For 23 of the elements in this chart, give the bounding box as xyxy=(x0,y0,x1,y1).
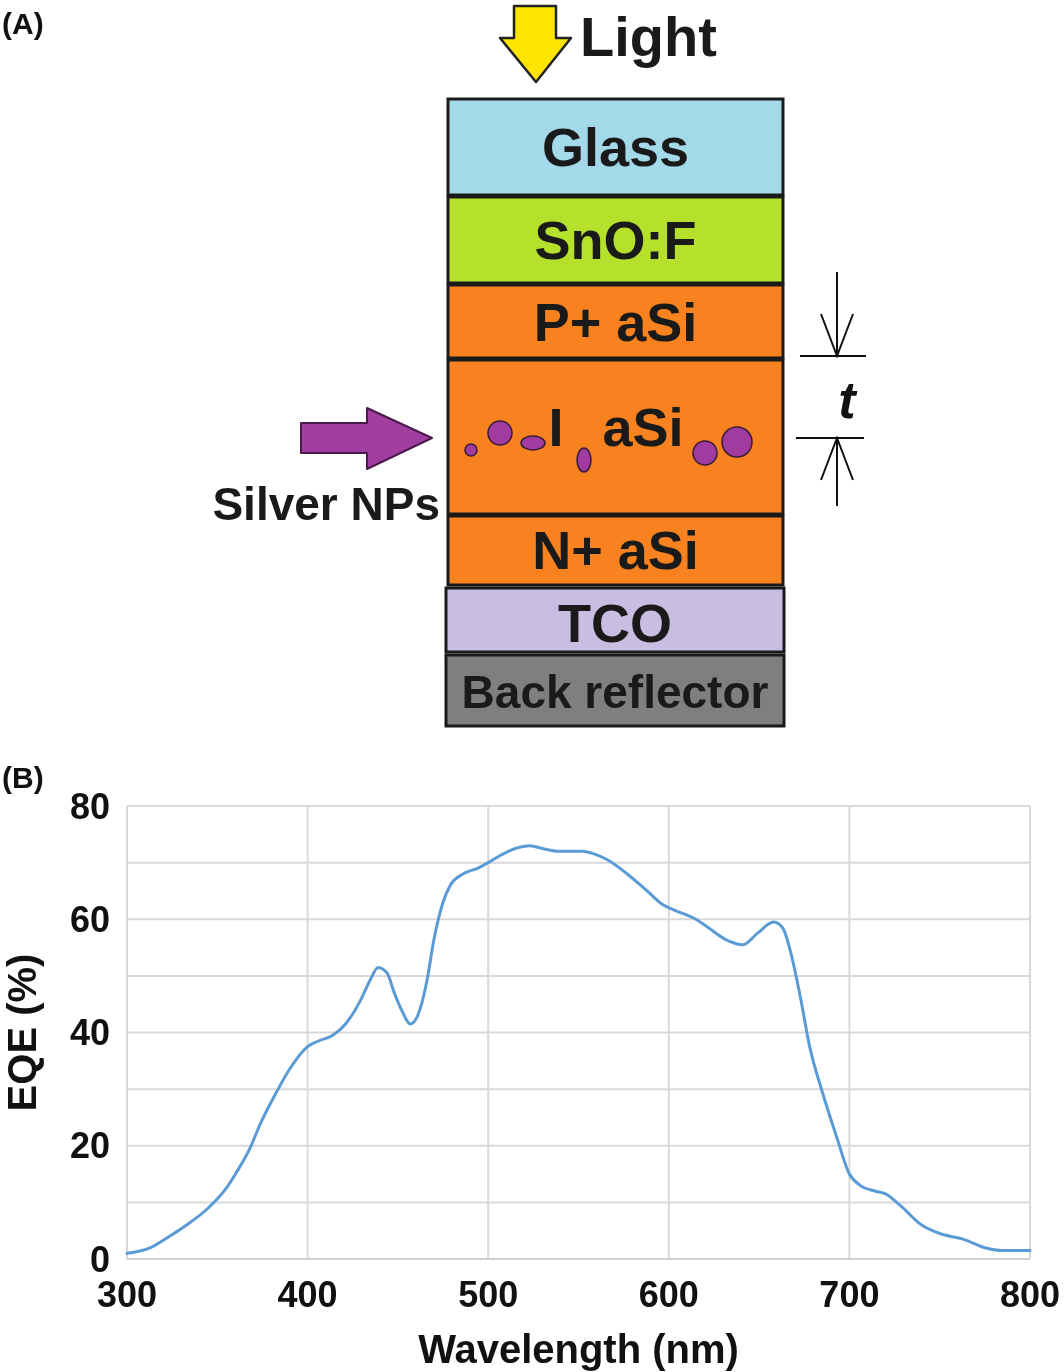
x-tick-label: 600 xyxy=(638,1274,699,1315)
text: Silver NPs xyxy=(212,478,440,530)
x-tick-label: 400 xyxy=(277,1274,338,1315)
x-tick-label: 800 xyxy=(999,1274,1061,1315)
y-tick-label: 60 xyxy=(69,898,110,940)
text: Glass xyxy=(541,117,690,177)
text: TCO xyxy=(558,593,672,653)
text: I aSi xyxy=(548,397,684,457)
x-tick-label: 500 xyxy=(458,1274,519,1315)
y-tick-label: 40 xyxy=(69,1012,110,1054)
text: Light xyxy=(580,5,717,68)
x-tick-label: 700 xyxy=(819,1274,880,1315)
y-tick-label: 20 xyxy=(69,1125,110,1167)
text: Back reflector xyxy=(461,666,769,718)
text: SnO:F xyxy=(534,210,697,270)
text: N+ aSi xyxy=(532,520,699,580)
text: (A) xyxy=(2,7,44,40)
line-series xyxy=(125,844,1032,1255)
y-axis-title: EQE (%) xyxy=(0,953,44,1112)
x-axis-title: Wavelength (nm) xyxy=(418,1327,739,1371)
text: P+ aSi xyxy=(533,292,698,352)
y-tick-label: 80 xyxy=(69,785,110,827)
chart-title: (B) xyxy=(2,761,44,794)
